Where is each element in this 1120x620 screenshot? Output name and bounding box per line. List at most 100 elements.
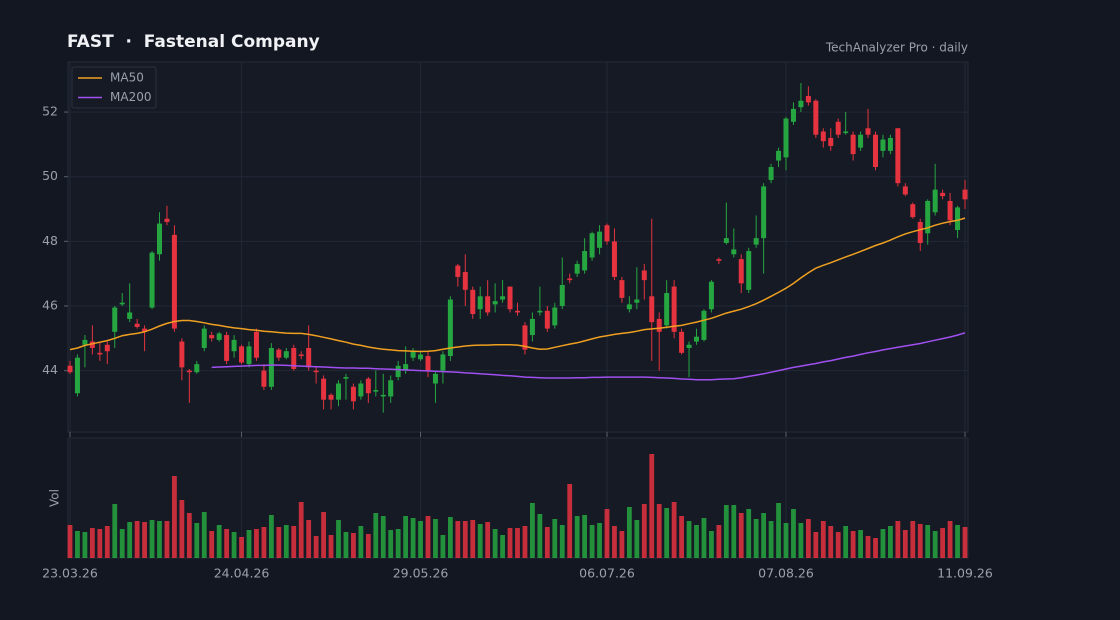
candle-body (343, 377, 349, 379)
volume-bar (179, 500, 185, 558)
volume-bar (447, 517, 453, 558)
volume-bar (530, 503, 535, 558)
candle-body (201, 328, 207, 348)
candle-body (462, 272, 468, 290)
legend-label: MA50 (110, 71, 144, 85)
volume-bar (641, 504, 647, 558)
candle-body (626, 304, 632, 310)
volume-bar (97, 529, 103, 558)
volume-bar (679, 516, 684, 558)
candle-body (164, 218, 170, 222)
candle-body (179, 341, 185, 368)
volume-bar (410, 518, 416, 558)
volume-bar (604, 509, 610, 558)
volume-bar (470, 520, 476, 558)
volume-bar (716, 525, 722, 558)
volume-bar (701, 518, 707, 558)
candle-body (544, 310, 550, 329)
candle-body (828, 137, 834, 147)
volume-bar (746, 509, 752, 558)
candle-body (112, 307, 118, 332)
candle-body (746, 251, 752, 290)
candle-body (507, 286, 513, 310)
volume-bar (224, 529, 230, 558)
volume-bar (365, 534, 371, 558)
volume-bar (321, 512, 326, 558)
volume-bar (82, 532, 88, 558)
volume-bar (940, 528, 946, 558)
volume-bar (850, 531, 856, 558)
candle-body (917, 221, 923, 243)
candle-body (395, 365, 401, 378)
volume-bar (500, 535, 505, 558)
volume-bar (425, 516, 431, 558)
volume-bar (485, 522, 491, 558)
volume-bar (477, 524, 483, 558)
candle-body (559, 284, 565, 306)
candle-body (67, 365, 73, 373)
volume-bar (820, 521, 826, 558)
volume-bar (209, 531, 215, 558)
volume-bar (373, 513, 379, 558)
volume-bar (612, 526, 617, 558)
candle-body (955, 207, 961, 231)
candle-body (380, 394, 386, 397)
volume-bars (67, 454, 968, 558)
candle-body (805, 95, 811, 103)
volume-bar (515, 528, 520, 558)
candle-body (641, 270, 647, 281)
candle-body (753, 238, 759, 245)
volume-bar (649, 454, 655, 558)
volume-bar (552, 519, 558, 558)
volume-bar (246, 530, 252, 558)
candle-body (887, 137, 893, 151)
volume-bar (895, 521, 901, 558)
candle-body (679, 331, 685, 353)
candle-body (321, 378, 327, 400)
volume-bar (298, 502, 304, 558)
volume-bar (783, 523, 789, 558)
y-tick-label: 46 (42, 297, 58, 312)
candle-body (589, 233, 595, 258)
volume-bar (738, 513, 744, 558)
volume-bar (67, 525, 73, 558)
y-tick-label: 48 (42, 233, 58, 248)
x-tick-label: 07.08.26 (758, 566, 814, 581)
candle-body (470, 289, 476, 315)
candle-body (858, 134, 864, 148)
volume-bar (880, 529, 886, 558)
volume-bar (835, 532, 841, 558)
candle-body (74, 357, 80, 394)
candle-body (873, 134, 878, 168)
volume-bar (805, 519, 811, 558)
candle-body (619, 280, 625, 298)
volume-bar (157, 521, 162, 558)
volume-bar (544, 527, 550, 558)
candle-body (134, 323, 140, 327)
x-tick-label: 11.09.26 (937, 566, 993, 581)
candle-body (843, 131, 849, 134)
volume-bar (104, 526, 110, 558)
volume-bar (761, 513, 767, 558)
volume-bar (380, 516, 386, 558)
volume-bar (186, 513, 192, 558)
legend: MA50 MA200 (71, 66, 157, 109)
candle-body (925, 200, 931, 234)
volume-bar (798, 523, 804, 558)
candle-body (253, 331, 259, 358)
volume-bar (888, 526, 893, 558)
volume-bar (351, 533, 356, 558)
candle-body (231, 339, 237, 352)
candle-body (239, 346, 245, 363)
volume-bar (686, 521, 692, 558)
candle-body (656, 318, 662, 332)
candle-body (157, 223, 162, 255)
volume-bar (254, 529, 259, 558)
candle-body (276, 349, 282, 358)
candle-body (425, 356, 431, 371)
legend-label: MA200 (110, 90, 151, 104)
candle-body (813, 100, 819, 135)
candle-body (350, 386, 356, 402)
volume-bar (723, 505, 729, 558)
